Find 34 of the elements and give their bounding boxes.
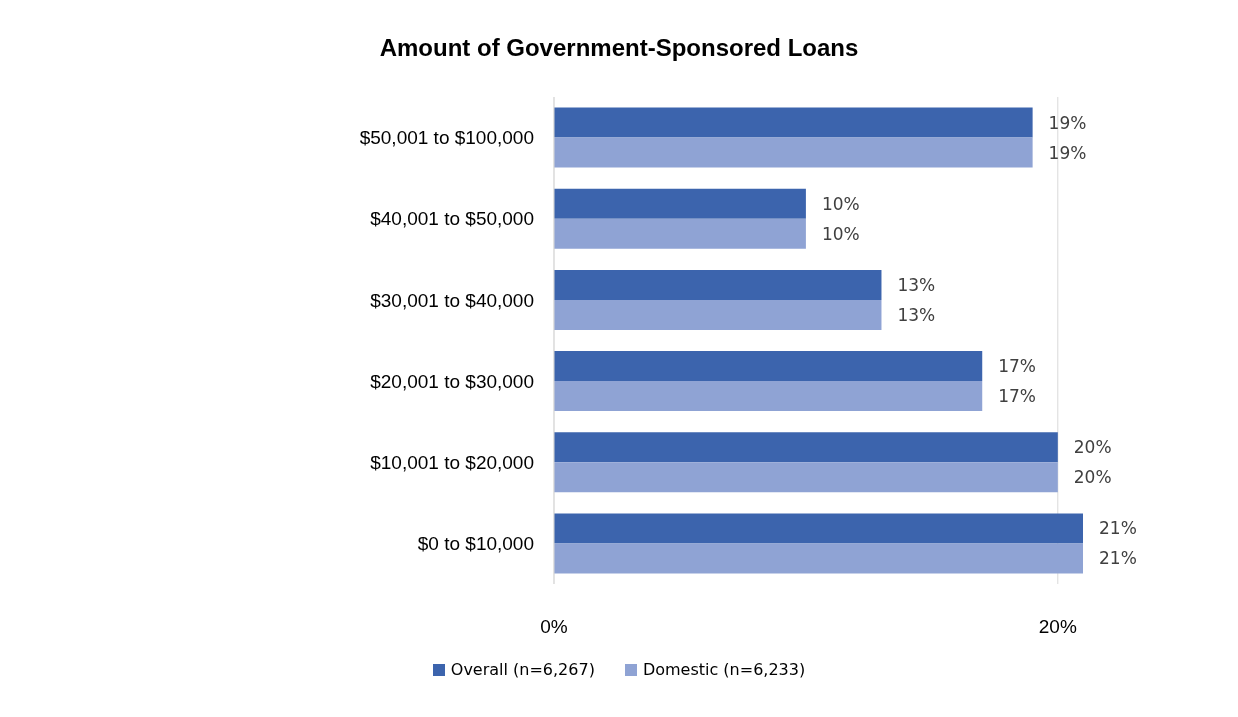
data-label: 20%: [1073, 437, 1112, 458]
bar: [554, 543, 1083, 574]
data-label: 20%: [1073, 467, 1112, 488]
data-label: 21%: [1099, 518, 1137, 539]
bar: [554, 107, 1033, 138]
y-tick-label: $10,001 to $20,000: [370, 451, 534, 473]
data-label: 13%: [897, 274, 936, 295]
y-tick-label: $30,001 to $40,000: [370, 289, 534, 311]
data-label: 19%: [1048, 112, 1087, 133]
legend-label: Overall (n=6,267): [450, 660, 595, 679]
bar: [554, 299, 882, 330]
y-tick-label: $40,001 to $50,000: [370, 208, 534, 230]
data-label: 10%: [821, 193, 860, 214]
bar: [554, 432, 1058, 463]
y-tick-label: $0 to $10,000: [417, 533, 534, 555]
y-tick-label: $50,001 to $100,000: [359, 127, 534, 149]
chart-title: Amount of Government-Sponsored Loans: [378, 33, 860, 63]
bar: [554, 188, 806, 219]
data-label: 13%: [897, 304, 936, 325]
bar: [554, 269, 882, 300]
bar: [554, 381, 983, 412]
bar: [554, 137, 1033, 168]
bar: [554, 462, 1058, 493]
bar: [554, 351, 983, 382]
x-tick-label: 0%: [540, 616, 568, 638]
data-label: 17%: [998, 386, 1037, 407]
legend-label: Domestic (n=6,233): [642, 660, 806, 679]
data-label: 19%: [1048, 142, 1087, 163]
bar: [554, 513, 1083, 544]
data-label: 21%: [1099, 548, 1137, 569]
bar: [554, 218, 806, 249]
data-label: 10%: [821, 223, 860, 244]
data-label: 17%: [998, 356, 1037, 377]
y-tick-label: $20,001 to $30,000: [370, 370, 534, 392]
